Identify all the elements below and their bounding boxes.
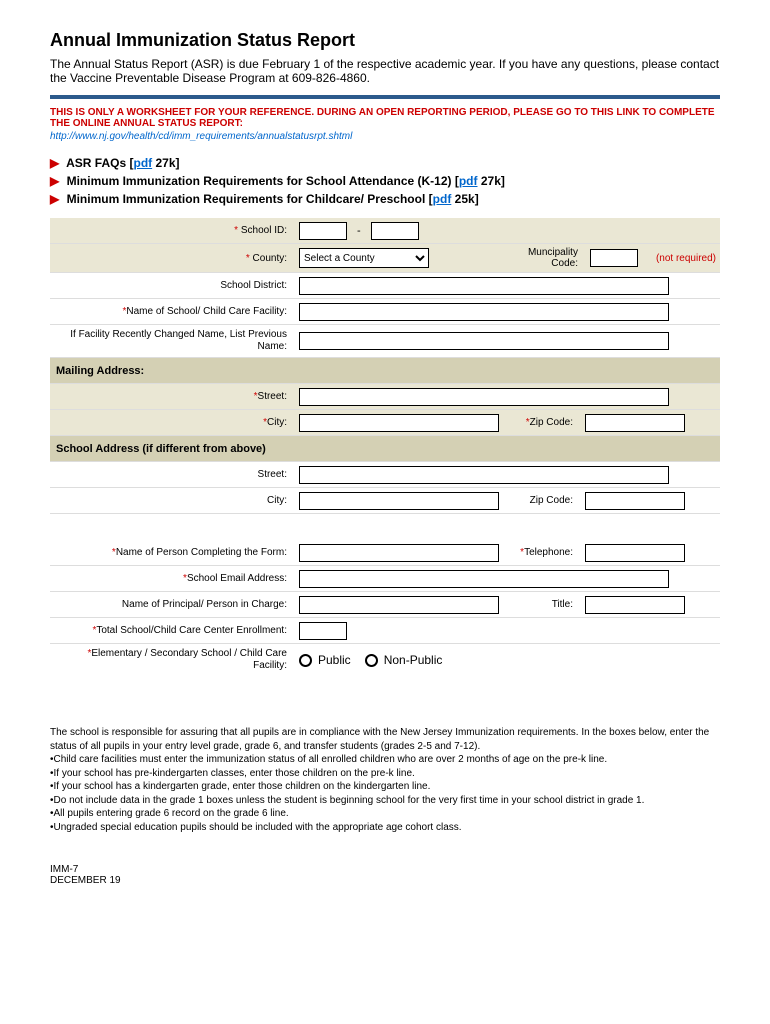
label-title-field: Title: xyxy=(507,599,577,610)
dash: - xyxy=(357,225,361,237)
mailing-header: Mailing Address: xyxy=(50,358,720,384)
row-school-id: * School ID: - xyxy=(50,218,720,244)
label-facility-type: Elementary / Secondary School / Child Ca… xyxy=(91,648,287,671)
title-input[interactable] xyxy=(585,596,685,614)
row-facility-type: *Elementary / Secondary School / Child C… xyxy=(50,644,720,676)
label-principal: Name of Principal/ Person in Charge: xyxy=(50,595,295,614)
principal-input[interactable] xyxy=(299,596,499,614)
warning-text: THIS IS ONLY A WORKSHEET FOR YOUR REFERE… xyxy=(50,107,720,129)
row-district: School District: xyxy=(50,273,720,299)
school-addr-header: School Address (if different from above) xyxy=(50,436,720,462)
school-zip-input[interactable] xyxy=(585,492,685,510)
school-city-input[interactable] xyxy=(299,492,499,510)
school-id-2-input[interactable] xyxy=(371,222,419,240)
row-county: * County: Select a County Muncipality Co… xyxy=(50,244,720,273)
not-required-text: (not required) xyxy=(656,253,716,264)
footer-line-1: IMM-7 xyxy=(50,864,720,875)
arrow-icon: ▶ xyxy=(50,192,59,206)
doc-links-block: ▶ ASR FAQs [pdf 27k] ▶ Minimum Immunizat… xyxy=(50,156,720,206)
label-county: County: xyxy=(253,253,287,264)
mail-zip-input[interactable] xyxy=(585,414,685,432)
label-school-id: School ID: xyxy=(241,225,287,236)
arrow-icon: ▶ xyxy=(50,156,59,170)
row-enrollment: *Total School/Child Care Center Enrollme… xyxy=(50,618,720,644)
label-muni-code: Muncipality Code: xyxy=(512,247,582,269)
label-street2: Street: xyxy=(50,465,295,484)
label-prev-name: If Facility Recently Changed Name, List … xyxy=(50,325,295,357)
email-input[interactable] xyxy=(299,570,669,588)
doc-link-label: Minimum Immunization Requirements for Sc… xyxy=(67,174,452,188)
telephone-input[interactable] xyxy=(585,544,685,562)
footer: IMM-7 DECEMBER 19 xyxy=(50,864,720,886)
divider-bar xyxy=(50,95,720,99)
muni-code-input[interactable] xyxy=(590,249,638,267)
district-input[interactable] xyxy=(299,277,669,295)
doc-link-row: ▶ Minimum Immunization Requirements for … xyxy=(50,192,720,206)
mail-street-input[interactable] xyxy=(299,388,669,406)
footer-line-2: DECEMBER 19 xyxy=(50,875,720,886)
row-person: *Name of Person Completing the Form: *Te… xyxy=(50,540,720,566)
label-enrollment: Total School/Child Care Center Enrollmen… xyxy=(96,625,287,636)
doc-link-label: ASR FAQs xyxy=(66,156,126,170)
label-email: School Email Address: xyxy=(187,573,287,584)
arrow-icon: ▶ xyxy=(50,174,59,188)
public-label: Public xyxy=(318,653,351,667)
county-select[interactable]: Select a County xyxy=(299,248,429,268)
label-street: Street: xyxy=(258,391,287,402)
mail-city-input[interactable] xyxy=(299,414,499,432)
row-mail-street: *Street: xyxy=(50,384,720,410)
row-school-city: City: Zip Code: xyxy=(50,488,720,514)
pdf-link[interactable]: pdf xyxy=(459,174,478,188)
row-email: *School Email Address: xyxy=(50,566,720,592)
row-school-street: Street: xyxy=(50,462,720,488)
doc-link-label: Minimum Immunization Requirements for Ch… xyxy=(67,192,426,206)
school-id-1-input[interactable] xyxy=(299,222,347,240)
spacer xyxy=(50,514,720,540)
facility-name-input[interactable] xyxy=(299,303,669,321)
nonpublic-label: Non-Public xyxy=(384,653,443,667)
label-person: Name of Person Completing the Form: xyxy=(116,547,287,558)
warning-link[interactable]: http://www.nj.gov/health/cd/imm_requirem… xyxy=(50,131,720,142)
label-zip: Zip Code: xyxy=(530,417,573,428)
label-city: City: xyxy=(267,417,287,428)
label-facility: Name of School/ Child Care Facility: xyxy=(126,306,287,317)
person-name-input[interactable] xyxy=(299,544,499,562)
nonpublic-radio[interactable] xyxy=(365,654,378,667)
row-principal: Name of Principal/ Person in Charge: Tit… xyxy=(50,592,720,618)
pdf-link[interactable]: pdf xyxy=(133,156,152,170)
notes-block: The school is responsible for assuring t… xyxy=(50,726,720,834)
row-prev-name: If Facility Recently Changed Name, List … xyxy=(50,325,720,358)
public-radio[interactable] xyxy=(299,654,312,667)
row-facility-name: *Name of School/ Child Care Facility: xyxy=(50,299,720,325)
doc-link-row: ▶ Minimum Immunization Requirements for … xyxy=(50,174,720,188)
label-zip2: Zip Code: xyxy=(507,495,577,506)
row-mail-city: *City: *Zip Code: xyxy=(50,410,720,436)
label-phone: Telephone: xyxy=(524,547,573,558)
enrollment-input[interactable] xyxy=(299,622,347,640)
label-district: School District: xyxy=(50,276,295,295)
school-street-input[interactable] xyxy=(299,466,669,484)
intro-text: The Annual Status Report (ASR) is due Fe… xyxy=(50,57,720,85)
pdf-link[interactable]: pdf xyxy=(433,192,452,206)
form-area: * School ID: - * County: Select a County… xyxy=(50,218,720,676)
prev-name-input[interactable] xyxy=(299,332,669,350)
page-title: Annual Immunization Status Report xyxy=(50,30,720,51)
doc-link-row: ▶ ASR FAQs [pdf 27k] xyxy=(50,156,720,170)
label-city2: City: xyxy=(50,491,295,510)
